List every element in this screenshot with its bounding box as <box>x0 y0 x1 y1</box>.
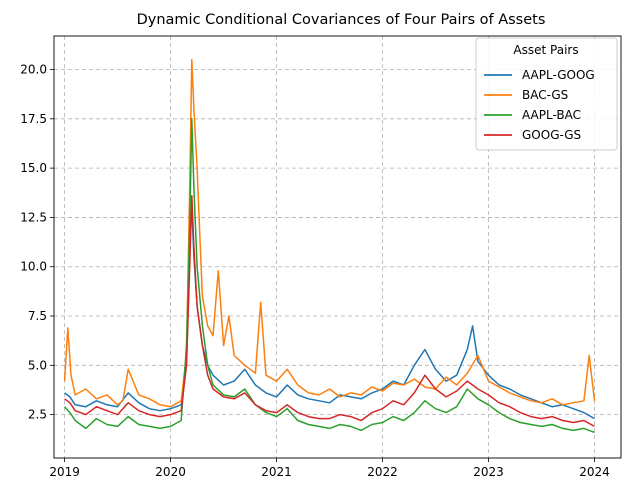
y-tick-label: 12.5 <box>20 210 47 224</box>
legend-box <box>475 37 618 151</box>
y-tick-label: 20.0 <box>20 63 47 77</box>
legend-label-aapl-goog: AAPL-GOOG <box>522 68 595 82</box>
legend: Asset Pairs AAPL-GOOG BAC-GS AAPL-BAC GOOG-… <box>475 37 618 151</box>
y-axis: 2.5 5.0 7.5 10.0 12.5 15.0 17.5 20.0 <box>20 63 54 422</box>
legend-title: Asset Pairs <box>513 43 578 57</box>
y-tick-label: 15.0 <box>20 161 47 175</box>
x-tick-label: 2019 <box>49 465 80 479</box>
chart-title: Dynamic Conditional Covariances of Four … <box>137 12 546 28</box>
y-tick-label: 7.5 <box>28 309 47 323</box>
series-line-aapl-bac <box>64 118 595 434</box>
series-line-goog-gs <box>64 194 595 428</box>
legend-label-goog-gs: GOOG-GS <box>522 128 581 142</box>
series-line-aapl-goog <box>64 206 595 420</box>
series-line-bac-gs <box>63 58 596 408</box>
y-tick-label: 10.0 <box>20 260 47 274</box>
x-tick-label: 2023 <box>473 465 504 479</box>
x-tick-label: 2021 <box>261 465 292 479</box>
plot-frame <box>53 35 622 459</box>
legend-label-aapl-bac: AAPL-BAC <box>522 108 581 122</box>
x-tick-label: 2022 <box>367 465 398 479</box>
x-tick-label: 2020 <box>155 465 186 479</box>
y-tick-label: 5.0 <box>28 358 47 372</box>
x-axis: 2019 2020 2021 2022 2023 2024 <box>49 458 610 479</box>
x-tick-label: 2024 <box>579 465 610 479</box>
legend-label-bac-gs: BAC-GS <box>522 88 568 102</box>
series-layer <box>63 58 596 434</box>
y-tick-label: 2.5 <box>28 408 47 422</box>
y-tick-label: 17.5 <box>20 112 47 126</box>
